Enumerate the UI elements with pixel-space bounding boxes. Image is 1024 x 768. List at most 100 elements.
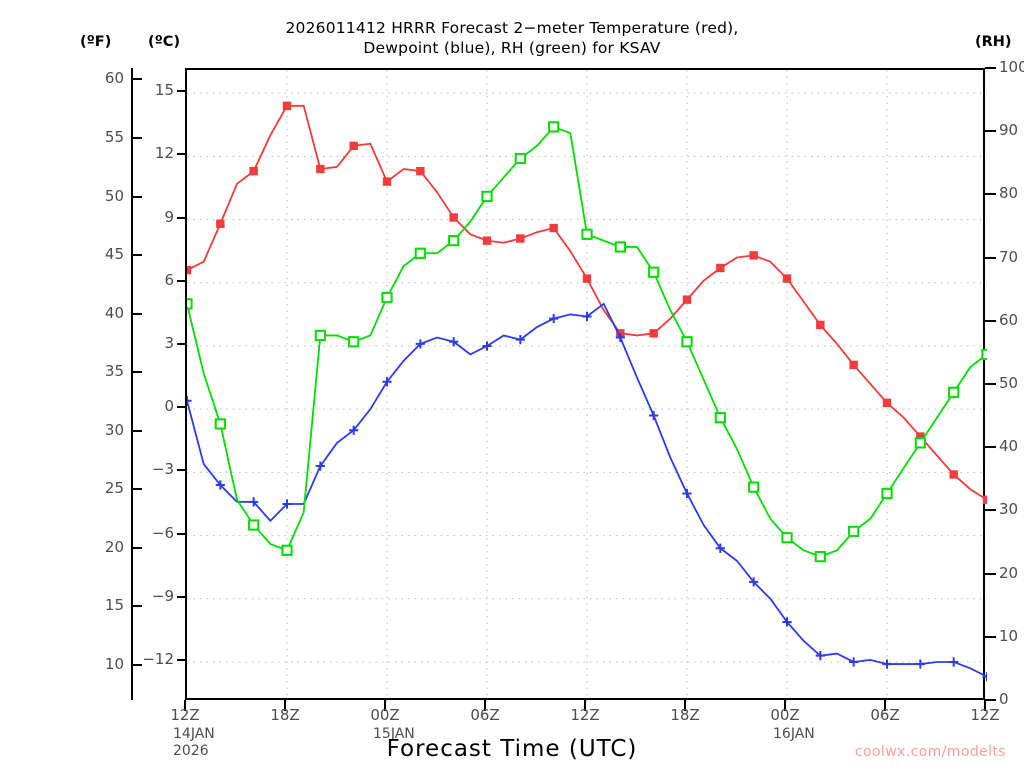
celsius-tick-label: −6 bbox=[151, 523, 174, 542]
data-point-marker bbox=[482, 341, 492, 351]
chart-title-line-1: 2026011412 HRRR Forecast 2−meter Tempera… bbox=[285, 19, 739, 37]
data-point-marker bbox=[449, 337, 459, 347]
data-point-marker bbox=[187, 265, 192, 275]
data-point-marker bbox=[749, 251, 758, 260]
data-point-marker bbox=[516, 234, 525, 243]
series-dewpoint bbox=[187, 302, 987, 682]
fahrenheit-tick bbox=[131, 312, 142, 315]
x-axis-tick bbox=[884, 700, 886, 711]
fahrenheit-tick-label: 60 bbox=[104, 69, 124, 88]
data-point-marker bbox=[782, 617, 792, 627]
x-axis-date-label: 16JAN bbox=[773, 726, 893, 743]
data-point-marker bbox=[982, 495, 987, 504]
rh-tick-label: 30 bbox=[999, 500, 1019, 519]
data-point-marker bbox=[187, 396, 192, 406]
x-axis-tick-label: 06Z bbox=[470, 706, 500, 724]
x-axis-date-line: 2026 bbox=[173, 743, 209, 759]
data-point-marker bbox=[215, 480, 225, 490]
rh-tick-label: 90 bbox=[999, 121, 1019, 140]
celsius-tick bbox=[177, 90, 185, 93]
data-point-marker bbox=[482, 236, 492, 245]
data-point-marker bbox=[916, 432, 925, 441]
data-point-marker bbox=[949, 470, 958, 479]
rh-tick bbox=[985, 130, 996, 133]
fahrenheit-tick-label: 10 bbox=[104, 654, 124, 673]
data-point-marker bbox=[681, 336, 693, 348]
data-point-marker bbox=[249, 166, 258, 176]
x-axis-date-label: 15JAN bbox=[373, 726, 493, 743]
data-point-marker bbox=[981, 348, 987, 360]
celsius-tick-label: −9 bbox=[151, 586, 174, 605]
data-point-marker bbox=[782, 274, 792, 283]
data-point-marker bbox=[716, 263, 725, 273]
data-point-marker bbox=[549, 223, 558, 233]
celsius-tick bbox=[177, 469, 185, 472]
data-point-marker bbox=[249, 497, 259, 507]
celsius-tick bbox=[177, 153, 185, 156]
data-point-marker bbox=[882, 659, 892, 669]
rh-tick-label: 20 bbox=[999, 563, 1019, 582]
data-point-marker bbox=[915, 659, 925, 669]
celsius-tick-label: 6 bbox=[164, 270, 174, 289]
rh-tick bbox=[985, 635, 996, 638]
data-point-marker bbox=[948, 386, 960, 398]
data-point-marker bbox=[248, 519, 260, 531]
x-axis-tick bbox=[384, 700, 386, 711]
x-axis-tick bbox=[984, 700, 986, 711]
data-point-marker bbox=[448, 235, 460, 247]
fahrenheit-tick-label: 55 bbox=[104, 127, 124, 146]
celsius-tick bbox=[177, 342, 185, 345]
fahrenheit-tick bbox=[131, 371, 142, 374]
data-point-marker bbox=[949, 657, 959, 667]
data-point-marker bbox=[682, 488, 692, 499]
fahrenheit-tick-label: 45 bbox=[104, 245, 124, 264]
rh-tick bbox=[985, 256, 996, 259]
rh-tick-label: 50 bbox=[999, 374, 1019, 392]
fahrenheit-tick bbox=[131, 605, 142, 608]
data-point-marker bbox=[514, 152, 526, 165]
data-point-marker bbox=[382, 377, 392, 387]
rh-tick-label: 70 bbox=[999, 247, 1019, 266]
data-point-marker bbox=[349, 425, 359, 435]
data-point-marker bbox=[648, 266, 660, 278]
data-point-marker bbox=[481, 190, 493, 203]
data-point-marker bbox=[649, 410, 659, 421]
data-point-marker bbox=[682, 295, 692, 304]
data-point-marker bbox=[814, 551, 826, 563]
rh-tick bbox=[985, 383, 996, 385]
data-point-marker bbox=[187, 298, 193, 310]
rh-tick bbox=[985, 509, 996, 512]
series-line bbox=[187, 125, 987, 558]
data-point-marker bbox=[314, 329, 326, 342]
celsius-tick-label: 0 bbox=[164, 397, 174, 416]
series-line bbox=[187, 104, 987, 501]
data-point-marker bbox=[282, 499, 292, 509]
data-point-marker bbox=[881, 487, 893, 500]
right-axis-rh-unit: (RH) bbox=[975, 34, 1012, 50]
data-point-marker bbox=[816, 320, 825, 330]
x-axis-tick bbox=[784, 700, 786, 711]
celsius-tick-label: −3 bbox=[151, 460, 174, 479]
data-point-marker bbox=[882, 398, 892, 408]
x-axis-tick-label: 12Z bbox=[970, 706, 1000, 724]
rh-tick bbox=[985, 319, 996, 322]
celsius-tick bbox=[177, 532, 185, 535]
chart-title-line-2: Dewpoint (blue), RH (green) for KSAV bbox=[363, 39, 661, 57]
rh-tick bbox=[985, 572, 996, 575]
fahrenheit-tick-label: 50 bbox=[104, 186, 124, 205]
data-point-marker bbox=[815, 651, 825, 661]
x-axis-title: Forecast Time (UTC) bbox=[386, 736, 638, 762]
data-point-marker bbox=[415, 339, 425, 349]
fahrenheit-axis-line bbox=[131, 68, 133, 700]
fahrenheit-tick bbox=[131, 429, 142, 432]
chart-title: 2026011412 HRRR Forecast 2−meter Tempera… bbox=[0, 18, 1024, 58]
data-point-marker bbox=[548, 121, 560, 133]
data-point-marker bbox=[281, 544, 293, 556]
data-point-marker bbox=[749, 577, 759, 587]
data-point-marker bbox=[515, 335, 525, 345]
series-relative-humidity bbox=[187, 121, 987, 563]
x-axis-tick-label: 00Z bbox=[770, 706, 800, 724]
data-point-marker bbox=[216, 219, 225, 228]
fahrenheit-tick bbox=[131, 136, 142, 139]
